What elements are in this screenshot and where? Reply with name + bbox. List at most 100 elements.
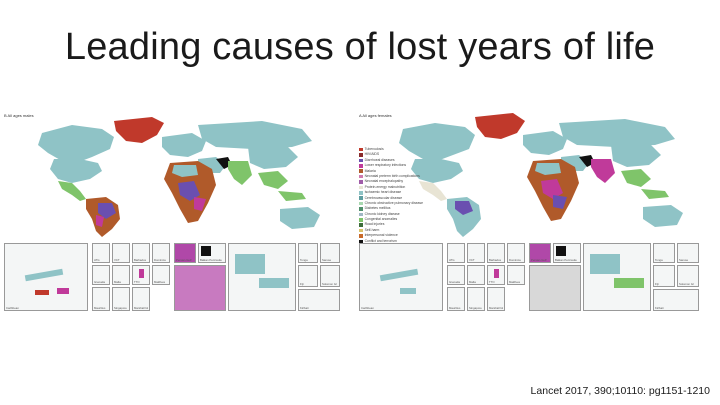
- inset-mauritius-right: Mauritius: [447, 287, 465, 311]
- legend-label: Protein-energy malnutrition: [364, 184, 406, 189]
- inset-label: TTO: [134, 279, 140, 284]
- inset-label: Marshall Isl: [134, 305, 149, 310]
- legend-label: Lower respiratory infections: [364, 163, 407, 168]
- inset-atg-right: ATG: [447, 243, 465, 263]
- inset-label: Tonga: [655, 257, 663, 262]
- inset-maldives-left: Maldives: [152, 265, 170, 285]
- legend-item: Lower respiratory infections: [359, 163, 423, 168]
- legend-label: HIV/AIDS: [364, 152, 380, 157]
- inset-solomon-right: Solomon Isl: [677, 265, 699, 287]
- inset-label: Maldives: [154, 279, 166, 284]
- inset-persian-gulf-left: Persian Gulf: [174, 243, 196, 263]
- inset-label: Samoa: [322, 257, 331, 262]
- legend-label: Conflict and terrorism: [364, 238, 397, 243]
- legend-swatch: [359, 217, 363, 222]
- legend-swatch: [359, 147, 363, 152]
- inset-balkan-right: Balkan Peninsula: [553, 243, 581, 263]
- inset-label: ATG: [449, 257, 455, 262]
- legend-item: Tuberculosis: [359, 147, 423, 152]
- inset-label: Kiribati: [300, 305, 309, 310]
- inset-label: Marshall Isl: [489, 305, 504, 310]
- inset-label: Dominica: [509, 257, 521, 262]
- legend-swatch: [359, 228, 363, 233]
- inset-kiribati-right: Kiribati: [653, 289, 699, 311]
- inset-samoa-right: Samoa: [677, 243, 699, 263]
- inset-label: Barbados: [489, 257, 501, 262]
- inset-label: Persian Gulf: [531, 257, 547, 262]
- world-map-left: [38, 117, 320, 237]
- legend-swatch: [359, 174, 363, 179]
- inset-label: Singapore: [469, 305, 482, 310]
- legend-swatch: [359, 191, 363, 195]
- inset-malta-left: Malta: [112, 265, 130, 285]
- legend-swatch: [359, 153, 363, 157]
- legend-item: Congenital anomalies: [359, 217, 423, 222]
- inset-barbados-right: Barbados: [487, 243, 505, 263]
- inset-kiribati-left: Kiribati: [298, 289, 340, 311]
- legend-label: Diarrhoeal diseases: [364, 157, 395, 162]
- world-map-right: [399, 113, 683, 237]
- legend-item: Ischaemic heart disease: [359, 190, 423, 195]
- map-panel-right: A All ages females Tuberculosis HIV/AIDS D…: [357, 103, 703, 311]
- inset-sea-left: [228, 243, 296, 311]
- slide-title: Leading causes of lost years of life: [64, 26, 656, 68]
- inset-malta-right: Malta: [467, 265, 485, 285]
- legend-item: Interpersonal violence: [359, 233, 423, 238]
- inset-label: ATG: [94, 257, 100, 262]
- inset-marshall-left: Marshall Isl: [132, 287, 150, 311]
- inset-label: Malta: [114, 279, 121, 284]
- inset-gulf-detail-left: [174, 265, 226, 311]
- inset-singapore-left: Singapore: [112, 287, 130, 311]
- legend-swatch: [359, 234, 363, 238]
- legend-item: Diarrhoeal diseases: [359, 158, 423, 163]
- legend-label: Self-harm: [364, 227, 380, 232]
- legend-swatch: [359, 201, 363, 206]
- inset-marshall-right: Marshall Isl: [487, 287, 505, 311]
- legend-label: Chronic kidney disease: [364, 211, 400, 216]
- inset-label: Grenada: [94, 279, 105, 284]
- panel-label-right: A All ages females: [359, 113, 392, 118]
- inset-solomon-left: Solomon Isl: [320, 265, 340, 287]
- inset-vct-left: VCT: [112, 243, 130, 263]
- legend-item: HIV/AIDS: [359, 152, 423, 157]
- legend-swatch: [359, 169, 363, 174]
- legend-swatch: [359, 164, 363, 168]
- legend-label: Ischaemic heart disease: [364, 190, 402, 195]
- inset-sea-right: [583, 243, 651, 311]
- legend-label: Interpersonal violence: [364, 233, 398, 238]
- legend-label: Tuberculosis: [364, 146, 384, 151]
- inset-samoa-left: Samoa: [320, 243, 340, 263]
- inset-atg-left: ATG: [92, 243, 110, 263]
- inset-label: Mauritius: [449, 305, 461, 310]
- legend-right: Tuberculosis HIV/AIDS Diarrhoeal diseases L…: [359, 147, 423, 244]
- inset-label: Fiji: [300, 281, 304, 286]
- inset-label: Balkan Peninsula: [200, 257, 222, 262]
- inset-label: Samoa: [679, 257, 688, 262]
- legend-item: Malaria: [359, 169, 423, 174]
- legend-label: Chronic obstructive pulmonary disease: [364, 200, 424, 205]
- inset-label: Malta: [469, 279, 476, 284]
- inset-persian-gulf-right: Persian Gulf: [529, 243, 551, 263]
- inset-caribbean-right: Caribbean: [359, 243, 443, 311]
- legend-item: Self-harm: [359, 228, 423, 233]
- legend-swatch: [359, 212, 363, 217]
- legend-item: Conflict and terrorism: [359, 239, 423, 244]
- legend-swatch: [359, 223, 363, 227]
- legend-item: Diabetes mellitus: [359, 206, 423, 211]
- inset-gulf-detail-right: [529, 265, 581, 311]
- legend-swatch: [359, 180, 363, 184]
- inset-label: Dominica: [154, 257, 166, 262]
- inset-label: Kiribati: [655, 305, 664, 310]
- legend-swatch: [359, 185, 363, 190]
- inset-label: Maldives: [509, 279, 521, 284]
- inset-label: Barbados: [134, 257, 146, 262]
- inset-tonga-right: Tonga: [653, 243, 675, 263]
- inset-label: Caribbean: [6, 305, 19, 310]
- legend-label: Neonatal preterm birth complications: [364, 173, 420, 178]
- inset-dominica-right: Dominica: [507, 243, 525, 263]
- inset-label: Singapore: [114, 305, 127, 310]
- legend-item: Cerebrovascular disease: [359, 196, 423, 201]
- inset-vct-right: VCT: [467, 243, 485, 263]
- legend-swatch: [359, 158, 363, 163]
- inset-balkan-left: Balkan Peninsula: [198, 243, 226, 263]
